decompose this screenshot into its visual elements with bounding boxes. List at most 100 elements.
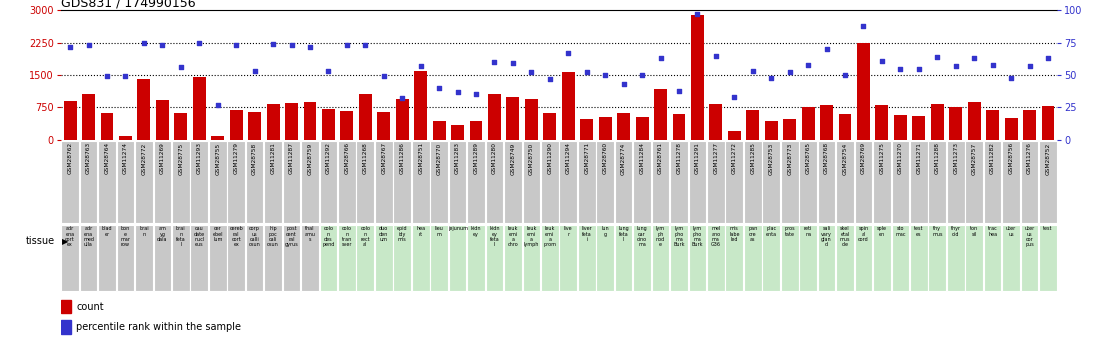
Bar bbox=[635, 117, 649, 140]
Point bbox=[448, 89, 466, 95]
Point bbox=[172, 65, 189, 70]
Point bbox=[1021, 63, 1038, 69]
Point bbox=[929, 54, 946, 60]
Text: GSM28770: GSM28770 bbox=[436, 142, 442, 175]
Text: GSM28771: GSM28771 bbox=[584, 142, 589, 174]
FancyBboxPatch shape bbox=[633, 140, 651, 224]
Text: GSM11279: GSM11279 bbox=[234, 142, 239, 174]
Point bbox=[375, 73, 393, 79]
Point bbox=[393, 96, 411, 101]
Point bbox=[597, 72, 614, 78]
FancyBboxPatch shape bbox=[578, 140, 596, 224]
Point bbox=[725, 94, 743, 100]
FancyBboxPatch shape bbox=[1002, 140, 1020, 224]
Text: colo
n
rect
al: colo n rect al bbox=[360, 226, 371, 247]
FancyBboxPatch shape bbox=[541, 225, 559, 291]
Point bbox=[1002, 75, 1020, 80]
FancyBboxPatch shape bbox=[1039, 140, 1057, 224]
Text: GSM28773: GSM28773 bbox=[787, 142, 793, 175]
Bar bbox=[303, 102, 317, 140]
FancyBboxPatch shape bbox=[227, 140, 245, 224]
FancyBboxPatch shape bbox=[818, 225, 836, 291]
Bar bbox=[359, 95, 372, 140]
FancyBboxPatch shape bbox=[135, 225, 153, 291]
Bar bbox=[82, 95, 95, 140]
Text: GSM11293: GSM11293 bbox=[197, 142, 201, 174]
FancyBboxPatch shape bbox=[99, 140, 116, 224]
FancyBboxPatch shape bbox=[707, 225, 725, 291]
Bar bbox=[230, 110, 242, 140]
Text: lym
ph
nod
e: lym ph nod e bbox=[655, 226, 665, 247]
FancyBboxPatch shape bbox=[338, 140, 355, 224]
FancyBboxPatch shape bbox=[707, 140, 725, 224]
Bar bbox=[248, 112, 261, 140]
Text: count: count bbox=[76, 302, 104, 312]
Bar bbox=[893, 115, 907, 140]
FancyBboxPatch shape bbox=[652, 225, 670, 291]
Bar bbox=[949, 107, 962, 140]
Text: GSM28763: GSM28763 bbox=[86, 142, 91, 174]
Text: thy
mus: thy mus bbox=[932, 226, 942, 237]
Text: brai
n: brai n bbox=[139, 226, 148, 237]
Text: GSM28752: GSM28752 bbox=[1045, 142, 1051, 175]
Text: GSM28764: GSM28764 bbox=[104, 142, 110, 174]
Bar bbox=[876, 105, 888, 140]
FancyBboxPatch shape bbox=[301, 140, 319, 224]
Point bbox=[265, 41, 282, 47]
FancyBboxPatch shape bbox=[965, 140, 983, 224]
Text: spin
al
cord: spin al cord bbox=[858, 226, 869, 242]
Bar bbox=[286, 103, 298, 140]
FancyBboxPatch shape bbox=[172, 225, 189, 291]
Text: cau
date
nucl
eus: cau date nucl eus bbox=[194, 226, 205, 247]
Text: GSM11278: GSM11278 bbox=[676, 142, 682, 174]
FancyBboxPatch shape bbox=[1039, 225, 1057, 291]
Bar bbox=[414, 71, 427, 140]
FancyBboxPatch shape bbox=[1021, 140, 1038, 224]
Point bbox=[689, 11, 706, 17]
FancyBboxPatch shape bbox=[670, 140, 687, 224]
FancyBboxPatch shape bbox=[154, 225, 172, 291]
Point bbox=[855, 23, 872, 29]
Bar bbox=[63, 101, 76, 140]
Bar bbox=[377, 112, 390, 140]
FancyBboxPatch shape bbox=[467, 225, 485, 291]
Point bbox=[154, 42, 172, 48]
FancyBboxPatch shape bbox=[61, 140, 79, 224]
Bar bbox=[174, 113, 187, 140]
Point bbox=[614, 81, 632, 87]
FancyBboxPatch shape bbox=[282, 140, 300, 224]
FancyBboxPatch shape bbox=[965, 225, 983, 291]
Point bbox=[910, 66, 928, 71]
Text: blad
er: blad er bbox=[102, 226, 112, 237]
Text: GSM11288: GSM11288 bbox=[934, 142, 940, 174]
FancyBboxPatch shape bbox=[448, 140, 466, 224]
Text: GSM11294: GSM11294 bbox=[566, 142, 571, 174]
FancyBboxPatch shape bbox=[116, 225, 134, 291]
FancyBboxPatch shape bbox=[614, 225, 632, 291]
Text: GSM28769: GSM28769 bbox=[861, 142, 866, 174]
FancyBboxPatch shape bbox=[99, 225, 116, 291]
FancyBboxPatch shape bbox=[301, 225, 319, 291]
FancyBboxPatch shape bbox=[265, 225, 282, 291]
Point bbox=[541, 76, 559, 82]
Bar bbox=[746, 110, 759, 140]
FancyBboxPatch shape bbox=[431, 140, 448, 224]
FancyBboxPatch shape bbox=[412, 225, 430, 291]
FancyBboxPatch shape bbox=[597, 140, 614, 224]
Text: GSM11284: GSM11284 bbox=[640, 142, 644, 174]
Point bbox=[818, 47, 836, 52]
FancyBboxPatch shape bbox=[891, 140, 909, 224]
Bar bbox=[61, 320, 71, 334]
Bar bbox=[672, 114, 685, 140]
Text: GSM11273: GSM11273 bbox=[953, 142, 959, 174]
FancyBboxPatch shape bbox=[652, 140, 670, 224]
Text: trac
hea: trac hea bbox=[987, 226, 997, 237]
FancyBboxPatch shape bbox=[541, 140, 559, 224]
Text: epid
idy
mis: epid idy mis bbox=[397, 226, 407, 242]
Point bbox=[559, 50, 577, 56]
FancyBboxPatch shape bbox=[725, 140, 743, 224]
FancyBboxPatch shape bbox=[431, 225, 448, 291]
FancyBboxPatch shape bbox=[320, 225, 338, 291]
Bar bbox=[968, 102, 981, 140]
Point bbox=[282, 42, 300, 48]
